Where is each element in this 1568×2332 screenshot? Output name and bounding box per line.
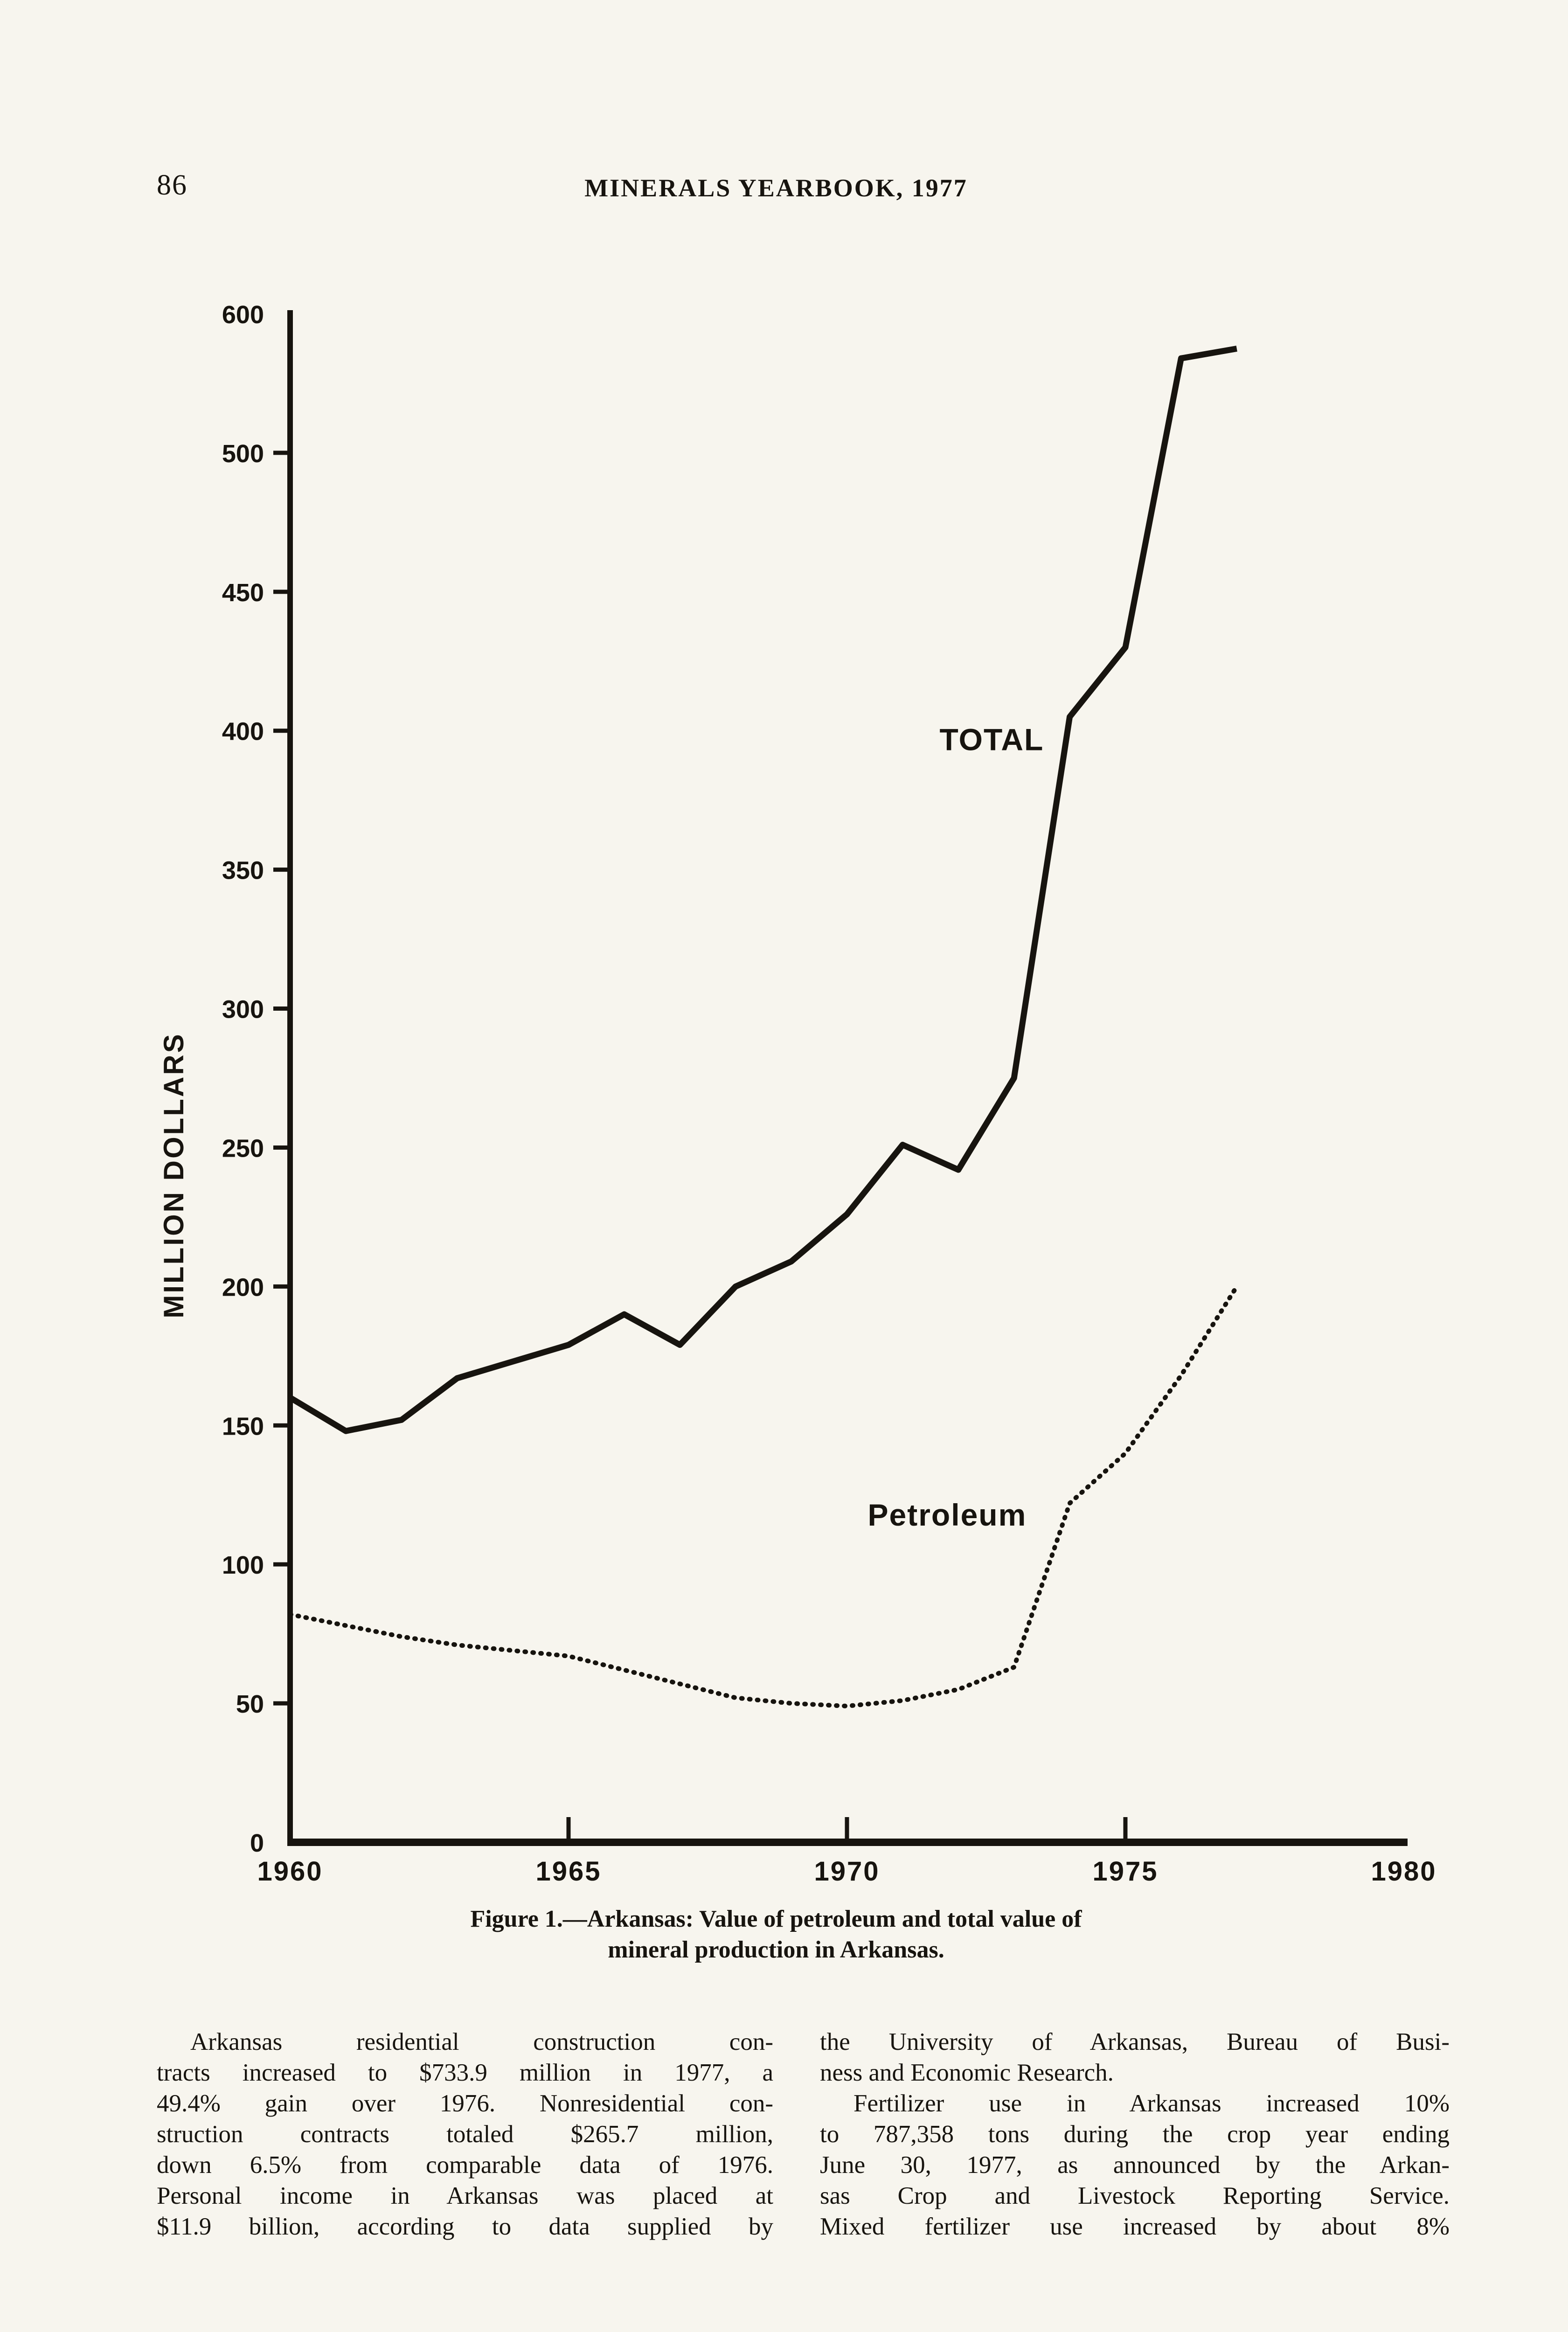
text-line: struction contracts totaled $265.7 milli… bbox=[157, 2121, 773, 2148]
text-line: Arkansas residential construction con- bbox=[190, 2028, 773, 2055]
text-line: 49.4% gain over 1976. Nonresidential con… bbox=[157, 2090, 773, 2117]
text-line: June 30, 1977, as announced by the Arkan… bbox=[820, 2152, 1450, 2179]
y-tick-label: 450 bbox=[222, 579, 264, 607]
y-tick-label: 600 bbox=[222, 301, 264, 329]
body-right-column: the University of Arkansas, Bureau of Bu… bbox=[820, 2027, 1450, 2242]
text-line: tracts increased to $733.9 million in 19… bbox=[157, 2059, 773, 2086]
y-tick-label: 50 bbox=[236, 1690, 264, 1718]
text-line: Personal income in Arkansas was placed a… bbox=[157, 2182, 773, 2209]
y-tick-label: 250 bbox=[222, 1134, 264, 1162]
x-tick-label: 1980 bbox=[1371, 1856, 1436, 1887]
y-tick-label: 400 bbox=[222, 718, 264, 746]
series-label-petroleum: Petroleum bbox=[868, 1498, 1027, 1532]
y-tick-label: 300 bbox=[222, 996, 264, 1024]
series-label-total: TOTAL bbox=[940, 722, 1044, 757]
x-tick-label: 1960 bbox=[257, 1856, 323, 1887]
y-tick-label: 200 bbox=[222, 1273, 264, 1301]
page-number: 86 bbox=[157, 169, 187, 201]
y-axis-title: MILLION DOLLARS bbox=[158, 1032, 189, 1318]
y-tick-label: 350 bbox=[222, 857, 264, 885]
series-total-line bbox=[288, 346, 1237, 1434]
x-tick-label: 1965 bbox=[535, 1856, 601, 1887]
y-tick-label: 100 bbox=[222, 1551, 264, 1579]
page-header-title: MINERALS YEARBOOK, 1977 bbox=[584, 174, 968, 202]
y-tick-label: 500 bbox=[222, 440, 264, 468]
text-line: to 787,358 tons during the crop year end… bbox=[820, 2121, 1450, 2148]
x-tick-label: 1970 bbox=[814, 1856, 880, 1887]
y-tick-label: 150 bbox=[222, 1412, 264, 1440]
figure1-line-chart: 0 50 100 150 200 250 300 350 400 450 500 600 1960 196… bbox=[158, 301, 1436, 1887]
body-left-column: Arkansas residential construction con-tr… bbox=[157, 2027, 773, 2242]
text-line: Mixed fertilizer use increased by about … bbox=[820, 2213, 1450, 2240]
text-line: $11.9 billion, according to data supplie… bbox=[157, 2213, 773, 2240]
x-tick-label: 1975 bbox=[1092, 1856, 1158, 1887]
text-line: ness and Economic Research. bbox=[820, 2059, 1114, 2086]
figure-caption: Figure 1.—Arkansas: Value of petroleum a… bbox=[157, 1904, 1395, 1965]
text-line: Fertilizer use in Arkansas increased 10% bbox=[853, 2090, 1450, 2117]
text-line: sas Crop and Livestock Reporting Service… bbox=[820, 2182, 1450, 2209]
figure-caption-line2: mineral production in Arkansas. bbox=[608, 1936, 944, 1963]
series-petroleum-line bbox=[288, 1284, 1239, 1708]
text-line: down 6.5% from comparable data of 1976. bbox=[157, 2152, 773, 2179]
text-line: the University of Arkansas, Bureau of Bu… bbox=[820, 2028, 1450, 2055]
y-tick-label: 0 bbox=[250, 1829, 264, 1857]
figure-caption-line1: Figure 1.—Arkansas: Value of petroleum a… bbox=[470, 1906, 1082, 1932]
